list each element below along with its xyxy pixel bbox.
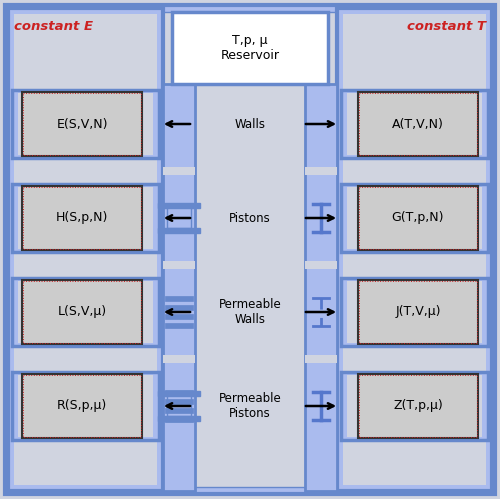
Bar	[163, 84, 195, 491]
Text: Walls: Walls	[234, 117, 266, 131]
Bar	[341, 90, 488, 158]
Bar	[165, 408, 193, 413]
Bar	[359, 93, 477, 155]
Bar	[12, 372, 159, 440]
Bar	[343, 14, 486, 485]
Bar	[305, 167, 337, 175]
Bar	[167, 208, 191, 228]
Text: Z(T,p,μ): Z(T,p,μ)	[393, 400, 443, 413]
Bar	[343, 88, 486, 160]
Bar	[22, 186, 142, 250]
Text: T,p, μ
Reservoir: T,p, μ Reservoir	[220, 34, 280, 62]
Text: R(S,p,μ): R(S,p,μ)	[57, 400, 107, 413]
Bar	[165, 399, 193, 404]
Bar	[23, 281, 141, 343]
Bar	[12, 184, 159, 252]
Bar	[341, 372, 488, 440]
Bar	[18, 93, 153, 155]
Bar	[14, 14, 157, 485]
Bar	[341, 184, 488, 252]
Bar	[158, 416, 200, 421]
Bar	[22, 374, 142, 438]
Bar	[14, 370, 157, 442]
Bar	[14, 182, 157, 254]
Bar	[337, 8, 492, 491]
Bar	[341, 278, 488, 346]
Bar	[343, 276, 486, 348]
Bar	[347, 375, 482, 437]
Bar	[12, 278, 159, 346]
Bar	[23, 93, 141, 155]
Text: L(S,V,μ): L(S,V,μ)	[58, 305, 106, 318]
Bar	[18, 187, 153, 249]
Bar	[358, 374, 478, 438]
Bar	[358, 186, 478, 250]
Bar	[14, 88, 157, 160]
Bar	[12, 90, 159, 158]
Bar	[158, 203, 200, 208]
Bar	[165, 323, 193, 328]
Bar	[165, 305, 193, 310]
Bar	[14, 276, 157, 348]
Bar	[165, 390, 193, 395]
Bar	[305, 261, 337, 269]
Bar	[347, 187, 482, 249]
Text: Permeable
Pistons: Permeable Pistons	[218, 392, 282, 420]
Bar	[23, 187, 141, 249]
Bar	[359, 281, 477, 343]
Bar	[305, 84, 337, 491]
Bar	[22, 280, 142, 344]
Text: constant E: constant E	[14, 20, 93, 33]
Text: J(T,V,μ): J(T,V,μ)	[395, 305, 441, 318]
Bar	[167, 396, 191, 416]
Bar	[347, 93, 482, 155]
Bar	[359, 187, 477, 249]
Bar	[165, 314, 193, 319]
Bar	[358, 92, 478, 156]
Bar	[163, 167, 195, 175]
Text: Pistons: Pistons	[229, 212, 271, 225]
Bar	[343, 370, 486, 442]
Text: A(T,V,N): A(T,V,N)	[392, 117, 444, 131]
Bar	[22, 92, 142, 156]
Bar	[305, 355, 337, 363]
Bar	[158, 391, 200, 396]
Text: constant T: constant T	[407, 20, 486, 33]
Bar	[358, 280, 478, 344]
Bar	[163, 261, 195, 269]
Bar	[172, 12, 328, 84]
Text: H(S,p,N): H(S,p,N)	[56, 212, 108, 225]
Bar	[163, 355, 195, 363]
Bar	[347, 281, 482, 343]
Bar	[8, 8, 163, 491]
Bar	[23, 375, 141, 437]
Text: Permeable
Walls: Permeable Walls	[218, 298, 282, 326]
Bar	[158, 228, 200, 233]
Text: G(T,p,N): G(T,p,N)	[392, 212, 444, 225]
Bar	[359, 375, 477, 437]
Text: E(S,V,N): E(S,V,N)	[56, 117, 108, 131]
Bar	[18, 375, 153, 437]
Bar	[165, 296, 193, 301]
Bar	[18, 281, 153, 343]
Bar	[343, 182, 486, 254]
Bar	[165, 417, 193, 422]
